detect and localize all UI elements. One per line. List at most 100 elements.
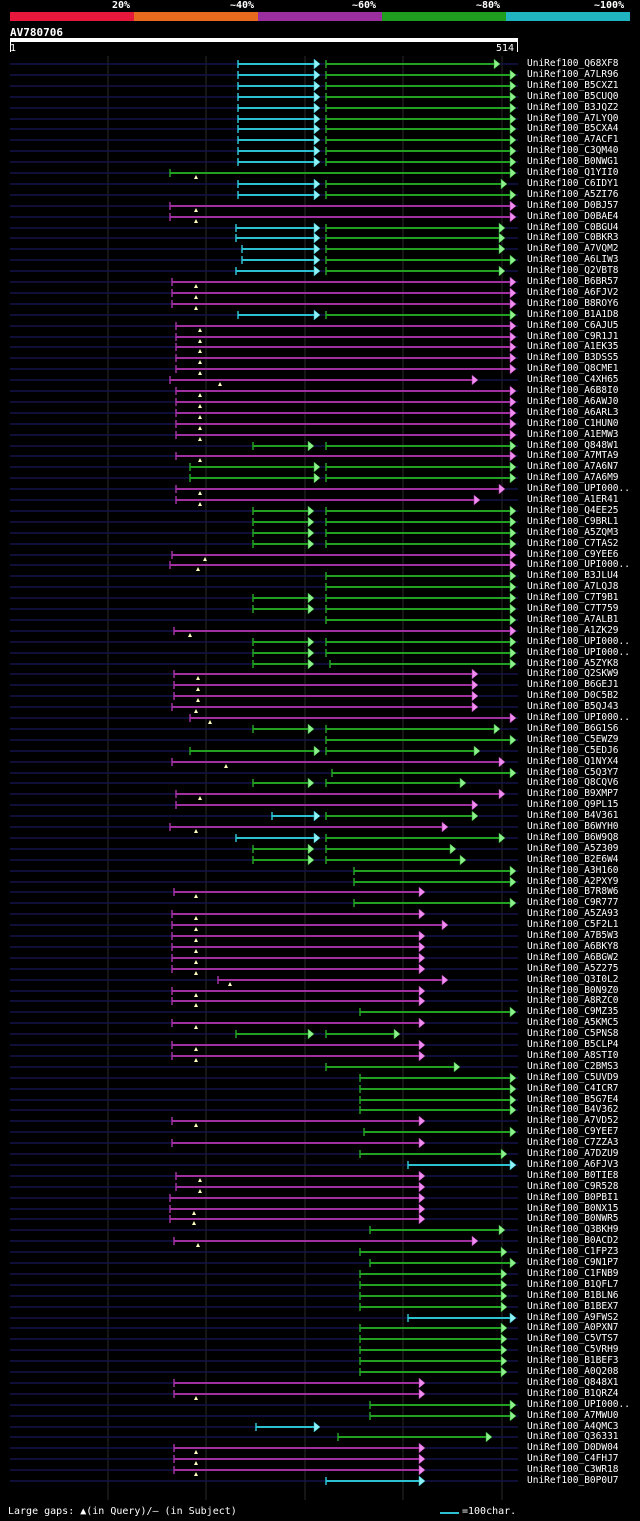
hit-label[interactable]: UniRef100_UPI000..	[527, 483, 630, 494]
hit-label[interactable]: UniRef100_B3DSS5	[527, 352, 619, 363]
hit-label[interactable]: UniRef100_UPI000..	[527, 647, 630, 658]
hit-label[interactable]: UniRef100_A1EMW3	[527, 429, 619, 440]
hit-label[interactable]: UniRef100_A8RZC0	[527, 995, 619, 1006]
hit-label[interactable]: UniRef100_B1BLN6	[527, 1290, 619, 1301]
hit-label[interactable]: UniRef100_Q8CQV6	[527, 777, 619, 788]
hit-label[interactable]: UniRef100_A7LR96	[527, 69, 619, 80]
hit-label[interactable]: UniRef100_C7TAS2	[527, 538, 619, 549]
hit-label[interactable]: UniRef100_B9XMP7	[527, 788, 619, 799]
hit-label[interactable]: UniRef100_C1FNB9	[527, 1268, 619, 1279]
hit-label[interactable]: UniRef100_C4ICR7	[527, 1083, 619, 1094]
hit-label[interactable]: UniRef100_B1BEF3	[527, 1355, 619, 1366]
hit-label[interactable]: UniRef100_A7VQM2	[527, 243, 619, 254]
hit-label[interactable]: UniRef100_A6FJV3	[527, 1159, 619, 1170]
hit-label[interactable]: UniRef100_C6IDY1	[527, 178, 619, 189]
hit-label[interactable]: UniRef100_D0C5B2	[527, 690, 619, 701]
hit-label[interactable]: UniRef100_B0NWR5	[527, 1213, 619, 1224]
hit-label[interactable]: UniRef100_C5VRH9	[527, 1344, 619, 1355]
hit-label[interactable]: UniRef100_Q848X1	[527, 1377, 619, 1388]
hit-label[interactable]: UniRef100_A6FJV2	[527, 287, 619, 298]
hit-label[interactable]: UniRef100_B2E6W4	[527, 854, 619, 865]
hit-label[interactable]: UniRef100_UPI000..	[527, 636, 630, 647]
hit-label[interactable]: UniRef100_Q36331	[527, 1431, 619, 1442]
hit-label[interactable]: UniRef100_C5VTS7	[527, 1333, 619, 1344]
hit-label[interactable]: UniRef100_A7MWU0	[527, 1410, 619, 1421]
hit-label[interactable]: UniRef100_B4V361	[527, 810, 619, 821]
hit-label[interactable]: UniRef100_B6W9Q8	[527, 832, 619, 843]
hit-label[interactable]: UniRef100_B3JQZ2	[527, 102, 619, 113]
hit-label[interactable]: UniRef100_C9YEE7	[527, 1126, 619, 1137]
hit-label[interactable]: UniRef100_Q9PL15	[527, 799, 619, 810]
hit-label[interactable]: UniRef100_B5CXA4	[527, 123, 619, 134]
hit-label[interactable]: UniRef100_A6B8I0	[527, 385, 619, 396]
hit-label[interactable]: UniRef100_C9YEE6	[527, 549, 619, 560]
hit-label[interactable]: UniRef100_C5Q3Y7	[527, 767, 619, 778]
hit-label[interactable]: UniRef100_B6G1S6	[527, 723, 619, 734]
hit-label[interactable]: UniRef100_B0P0U7	[527, 1475, 619, 1486]
hit-label[interactable]: UniRef100_B5QJ43	[527, 701, 619, 712]
hit-label[interactable]: UniRef100_C9R1J1	[527, 331, 619, 342]
hit-label[interactable]: UniRef100_C7T759	[527, 603, 619, 614]
hit-label[interactable]: UniRef100_B5CXZ1	[527, 80, 619, 91]
hit-label[interactable]: UniRef100_A5ZA93	[527, 908, 619, 919]
hit-label[interactable]: UniRef100_B0PBI1	[527, 1192, 619, 1203]
hit-label[interactable]: UniRef100_C1HUN0	[527, 418, 619, 429]
hit-label[interactable]: UniRef100_C0BGU4	[527, 222, 619, 233]
hit-label[interactable]: UniRef100_B8ROY6	[527, 298, 619, 309]
hit-label[interactable]: UniRef100_A1ER41	[527, 494, 619, 505]
hit-label[interactable]: UniRef100_A5ZYK8	[527, 658, 619, 669]
hit-label[interactable]: UniRef100_C3QM40	[527, 145, 619, 156]
hit-label[interactable]: UniRef100_A7ALB1	[527, 614, 619, 625]
hit-label[interactable]: UniRef100_A9FWS2	[527, 1312, 619, 1323]
hit-label[interactable]: UniRef100_C1FPZ3	[527, 1246, 619, 1257]
hit-label[interactable]: UniRef100_Q68XF8	[527, 58, 619, 69]
hit-label[interactable]: UniRef100_B5CUQ0	[527, 91, 619, 102]
hit-label[interactable]: UniRef100_C4FHJ7	[527, 1453, 619, 1464]
hit-label[interactable]: UniRef100_B0TIE8	[527, 1170, 619, 1181]
hit-label[interactable]: UniRef100_C5UVD9	[527, 1072, 619, 1083]
hit-label[interactable]: UniRef100_B5CLP4	[527, 1039, 619, 1050]
hit-label[interactable]: UniRef100_Q8CME1	[527, 363, 619, 374]
hit-label[interactable]: UniRef100_Q3I0L2	[527, 974, 619, 985]
hit-label[interactable]: UniRef100_C4XH65	[527, 374, 619, 385]
hit-label[interactable]: UniRef100_A0Q208	[527, 1366, 619, 1377]
hit-label[interactable]: UniRef100_A2PXY9	[527, 876, 619, 887]
hit-label[interactable]: UniRef100_A1EK35	[527, 341, 619, 352]
hit-label[interactable]: UniRef100_B0NX15	[527, 1203, 619, 1214]
hit-label[interactable]: UniRef100_B6BR57	[527, 276, 619, 287]
hit-label[interactable]: UniRef100_C9N1P7	[527, 1257, 619, 1268]
hit-label[interactable]: UniRef100_Q1NYX4	[527, 756, 619, 767]
hit-label[interactable]: UniRef100_A6AWJ0	[527, 396, 619, 407]
hit-label[interactable]: UniRef100_B1BEX7	[527, 1301, 619, 1312]
hit-label[interactable]: UniRef100_A6BGW2	[527, 952, 619, 963]
hit-label[interactable]: UniRef100_B5G7E4	[527, 1094, 619, 1105]
hit-label[interactable]: UniRef100_A7DZU9	[527, 1148, 619, 1159]
hit-label[interactable]: UniRef100_C9MZ35	[527, 1006, 619, 1017]
hit-label[interactable]: UniRef100_B7R8W6	[527, 886, 619, 897]
hit-label[interactable]: UniRef100_A0PXN7	[527, 1322, 619, 1333]
hit-label[interactable]: UniRef100_D0BJ57	[527, 200, 619, 211]
hit-label[interactable]: UniRef100_D0DW04	[527, 1442, 619, 1453]
hit-label[interactable]: UniRef100_Q2VBT8	[527, 265, 619, 276]
hit-label[interactable]: UniRef100_Q4EE25	[527, 505, 619, 516]
hit-label[interactable]: UniRef100_C9R777	[527, 897, 619, 908]
hit-label[interactable]: UniRef100_A1ZK29	[527, 625, 619, 636]
hit-label[interactable]: UniRef100_C9BRL1	[527, 516, 619, 527]
hit-label[interactable]: UniRef100_UPI000..	[527, 559, 630, 570]
hit-label[interactable]: UniRef100_B0N9Z0	[527, 985, 619, 996]
hit-label[interactable]: UniRef100_Q848W1	[527, 440, 619, 451]
hit-label[interactable]: UniRef100_B0NWG1	[527, 156, 619, 167]
hit-label[interactable]: UniRef100_C5F2L1	[527, 919, 619, 930]
hit-label[interactable]: UniRef100_D0BAE4	[527, 211, 619, 222]
hit-label[interactable]: UniRef100_C0BKR3	[527, 232, 619, 243]
hit-label[interactable]: UniRef100_B4V362	[527, 1104, 619, 1115]
hit-label[interactable]: UniRef100_Q3BKH9	[527, 1224, 619, 1235]
hit-label[interactable]: UniRef100_C9R528	[527, 1181, 619, 1192]
hit-label[interactable]: UniRef100_B6WYH0	[527, 821, 619, 832]
hit-label[interactable]: UniRef100_A5ZQM3	[527, 527, 619, 538]
hit-label[interactable]: UniRef100_UPI000..	[527, 712, 630, 723]
hit-label[interactable]: UniRef100_A6BKY8	[527, 941, 619, 952]
hit-label[interactable]: UniRef100_A7VD52	[527, 1115, 619, 1126]
hit-label[interactable]: UniRef100_UPI000..	[527, 1399, 630, 1410]
hit-label[interactable]: UniRef100_A7B5W3	[527, 930, 619, 941]
